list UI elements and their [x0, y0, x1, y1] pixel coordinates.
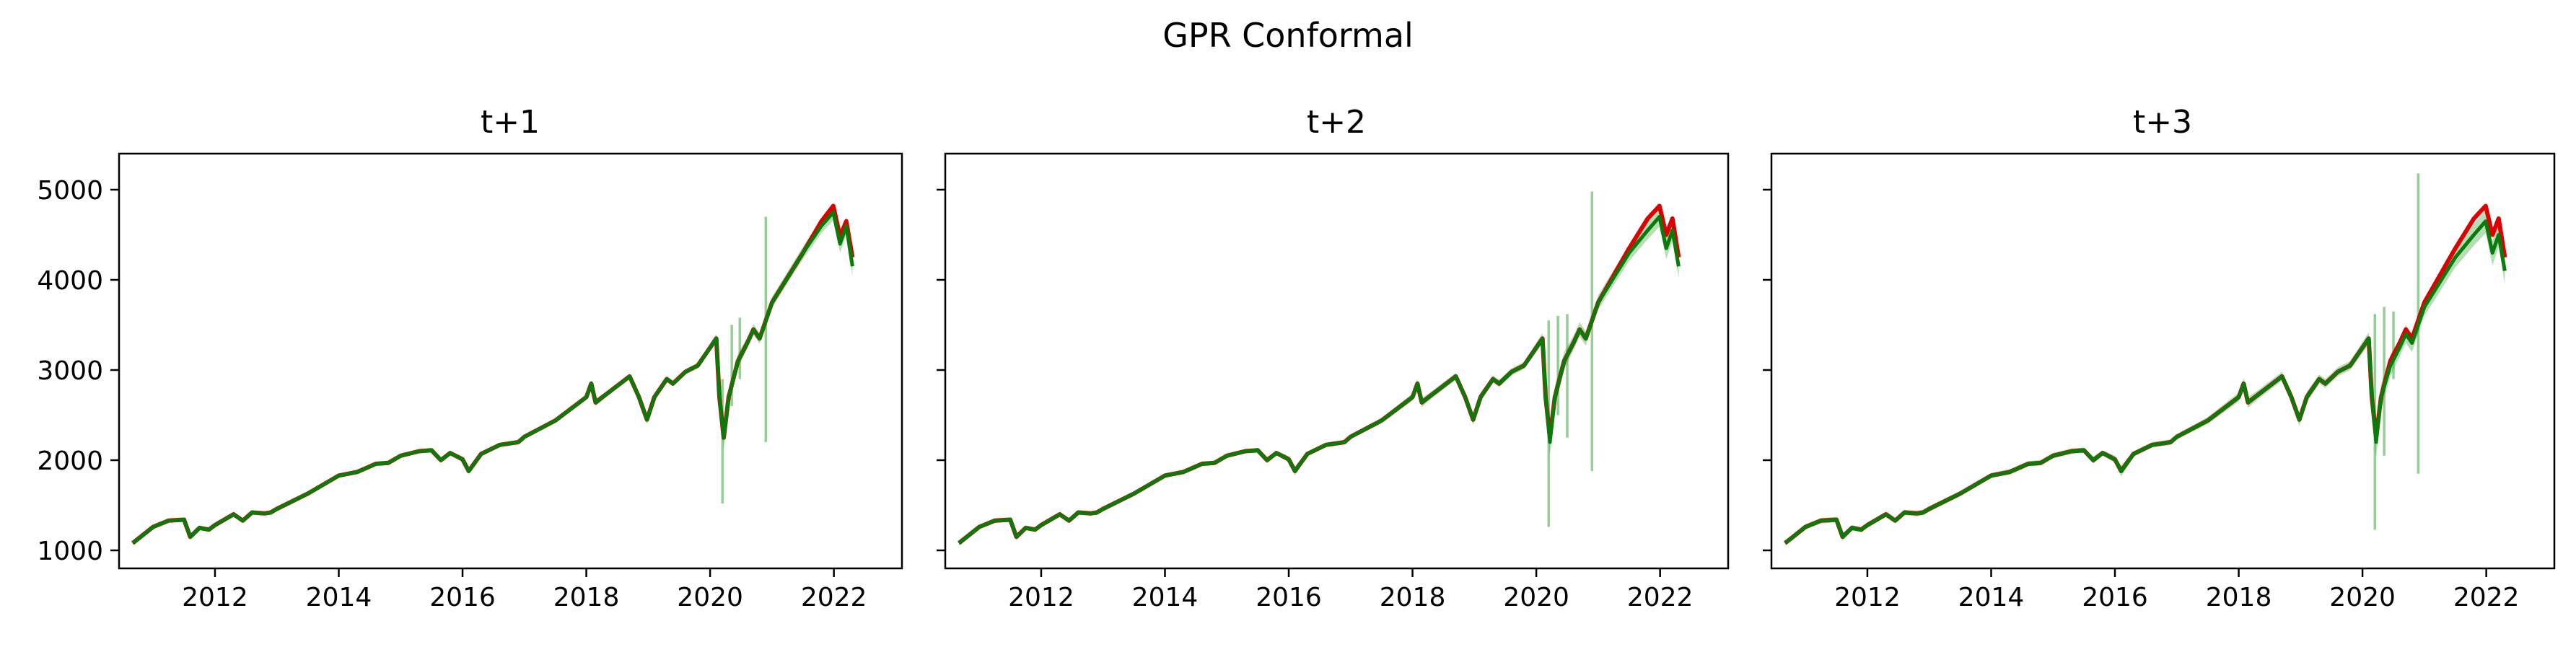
prediction-interval-band [132, 204, 853, 545]
panel-2-title: t+2 [1307, 104, 1366, 141]
x-tick-label: 2018 [1380, 583, 1446, 612]
x-tick-label: 2018 [2206, 583, 2272, 612]
x-tick-label: 2012 [182, 583, 248, 612]
y-tick-label: 5000 [37, 176, 103, 206]
prediction-interval-band [1784, 209, 2505, 546]
plot-area [958, 191, 1681, 546]
plot-area [131, 203, 855, 545]
y-tick-label: 4000 [37, 266, 103, 296]
predicted-series-line [958, 203, 1681, 545]
x-tick-label: 2014 [1132, 583, 1199, 612]
y-tick-label: 2000 [37, 446, 103, 476]
x-tick-label: 2022 [2453, 583, 2520, 612]
prediction-interval-band [958, 206, 1679, 546]
axes-frame [118, 152, 903, 570]
panel-2: t+2 2012 2014 2016 2018 2020 2022 [937, 104, 1730, 612]
actual-series-line [958, 215, 1681, 545]
x-tick-label: 2022 [801, 583, 867, 612]
predicted-series-line [131, 203, 855, 545]
figure-title: GPR Conformal [1162, 16, 1414, 55]
actual-series-line [1784, 219, 2507, 545]
y-tick-label: 3000 [37, 356, 103, 386]
x-tick-label: 2016 [2082, 583, 2148, 612]
x-tick-label: 2018 [553, 583, 620, 612]
panel-3-title: t+3 [2133, 104, 2192, 141]
plot-area [1784, 173, 2507, 546]
panel-3: t+3 2012 2014 2016 2018 2020 2022 [1763, 104, 2556, 612]
x-tick-label: 2016 [429, 583, 496, 612]
axes-frame [1770, 152, 2556, 570]
x-tick-label: 2012 [1008, 583, 1074, 612]
x-tick-label: 2020 [677, 583, 743, 612]
y-tick-label: 1000 [37, 537, 103, 566]
panel-1-title: t+1 [481, 104, 540, 141]
x-tick-label: 2022 [1627, 583, 1694, 612]
actual-series-line [131, 210, 854, 545]
predicted-series-line [1784, 203, 2507, 545]
x-tick-label: 2020 [1503, 583, 1569, 612]
x-tick-label: 2012 [1834, 583, 1901, 612]
panel-1: t+1 2012 2014 2016 2018 2020 2022 1000 2000 3000… [37, 104, 903, 612]
axes-frame [944, 152, 1730, 570]
x-tick-label: 2014 [306, 583, 372, 612]
x-tick-label: 2016 [1256, 583, 1322, 612]
x-tick-label: 2020 [2329, 583, 2396, 612]
x-tick-label: 2014 [1958, 583, 2025, 612]
